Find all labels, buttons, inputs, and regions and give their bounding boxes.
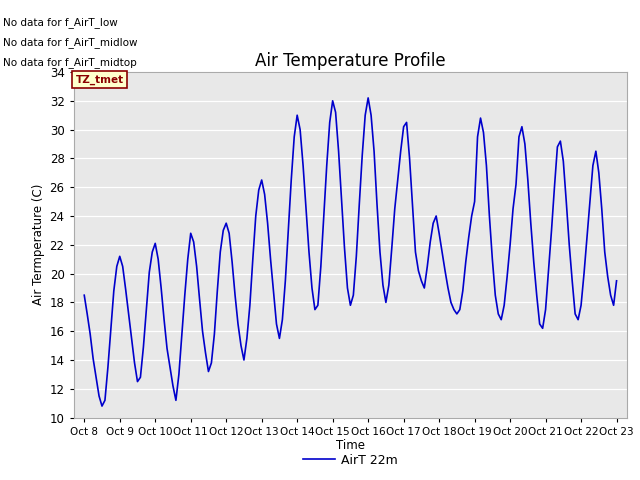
Text: No data for f_AirT_midtop: No data for f_AirT_midtop <box>3 57 137 68</box>
AirT 22m <box>338 196 346 202</box>
Title: Air Temperature Profile: Air Temperature Profile <box>255 52 445 71</box>
AirT 22m <box>340 245 348 251</box>
Text: No data for f_AirT_midlow: No data for f_AirT_midlow <box>3 37 138 48</box>
Legend: AirT 22m: AirT 22m <box>298 449 403 472</box>
AirT 22m <box>128 336 136 341</box>
AirT 22m <box>163 346 171 351</box>
AirT 22m <box>81 292 88 298</box>
Text: TZ_tmet: TZ_tmet <box>76 74 124 84</box>
X-axis label: Time: Time <box>336 439 365 453</box>
AirT 22m <box>527 220 534 226</box>
AirT 22m <box>98 403 106 409</box>
AirT 22m <box>364 95 372 101</box>
AirT 22m <box>231 292 239 298</box>
Y-axis label: Air Termperature (C): Air Termperature (C) <box>33 184 45 305</box>
Text: No data for f_AirT_low: No data for f_AirT_low <box>3 17 118 28</box>
AirT 22m <box>612 278 620 284</box>
Line: AirT 22m: AirT 22m <box>84 98 616 406</box>
